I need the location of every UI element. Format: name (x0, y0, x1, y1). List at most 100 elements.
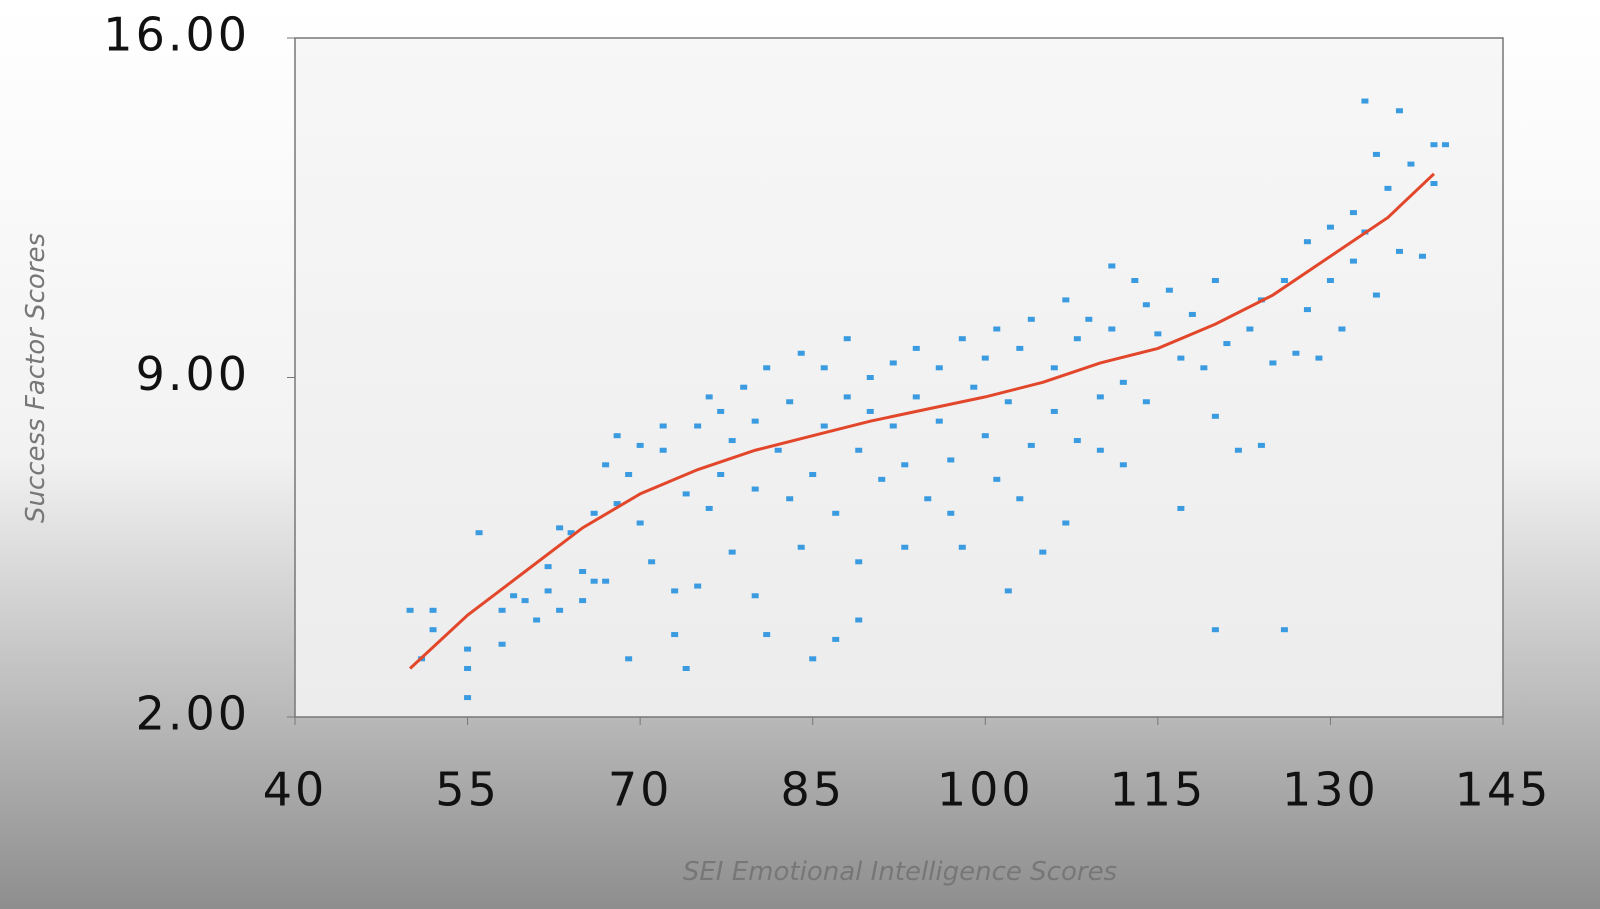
y-tick-label: 16.00 (103, 8, 250, 62)
scatter-point (843, 336, 851, 342)
scatter-point (464, 666, 472, 671)
scatter-point (889, 423, 897, 429)
scatter-point (1349, 210, 1357, 216)
scatter-point (1062, 520, 1070, 526)
scatter-point (1062, 297, 1070, 303)
scatter-point (1280, 278, 1288, 283)
scatter-point (533, 617, 541, 623)
scatter-point (498, 607, 506, 613)
y-tick-label: 9.00 (136, 347, 250, 401)
scatter-point (820, 423, 828, 429)
scatter-point (947, 510, 955, 516)
scatter-point (579, 569, 587, 574)
scatter-point (786, 399, 794, 405)
scatter-point (475, 530, 483, 536)
scatter-point (751, 486, 759, 492)
scatter-point (659, 447, 667, 453)
scatter-point (1096, 394, 1104, 400)
scatter-point (1395, 248, 1403, 254)
scatter-point (1096, 447, 1104, 453)
scatter-point (1073, 336, 1081, 342)
scatter-point (866, 375, 874, 380)
scatter-point (1372, 151, 1380, 157)
scatter-point (1326, 224, 1334, 230)
scatter-point (1027, 316, 1035, 322)
scatter-point (1050, 408, 1058, 414)
scatter-point (1177, 505, 1185, 511)
scatter-point (993, 326, 1001, 332)
scatter-point (671, 632, 679, 638)
scatter-point (866, 408, 874, 414)
scatter-point (1303, 239, 1311, 245)
scatter-point (625, 656, 633, 662)
scatter-point (763, 365, 771, 371)
scatter-point (1142, 399, 1150, 405)
scatter-point (901, 462, 909, 468)
scatter-point (1050, 365, 1058, 371)
scatter-point (774, 447, 782, 453)
scatter-point (1211, 413, 1219, 419)
x-tick-label: 85 (780, 763, 845, 817)
scatter-point (843, 394, 851, 400)
scatter-point (878, 476, 886, 482)
scatter-point (625, 472, 633, 477)
scatter-point (1407, 161, 1415, 167)
scatter-point (935, 418, 943, 424)
scatter-point (820, 365, 828, 371)
scatter-point (1142, 302, 1150, 308)
scatter-point (682, 491, 690, 497)
trend-line (409, 172, 1436, 670)
scatter-point (832, 510, 840, 516)
scatter-point (694, 423, 702, 429)
x-tick-label: 100 (937, 763, 1034, 817)
scatter-point (464, 695, 472, 701)
scatter-point (855, 447, 863, 453)
scatter-point (728, 549, 736, 555)
scatter-point (544, 564, 552, 570)
scatter-point (797, 544, 805, 550)
x-tick-label: 130 (1282, 763, 1379, 817)
scatter-point (613, 501, 621, 507)
scatter-point (947, 457, 955, 463)
scatter-point (1200, 365, 1208, 371)
scatter-point (429, 607, 437, 613)
scatter-point (498, 641, 506, 647)
scatter-point (682, 666, 690, 671)
scatter-point (671, 588, 679, 594)
scatter-point (590, 578, 598, 584)
scatter-point (556, 525, 564, 531)
scatter-point (1085, 316, 1093, 322)
scatter-point (1211, 278, 1219, 283)
x-tick-label: 55 (435, 763, 500, 817)
scatter-point (924, 496, 932, 502)
scatter-point (1004, 399, 1012, 405)
scatter-point (1280, 627, 1288, 633)
scatter-point (636, 520, 644, 526)
scatter-point (1223, 341, 1231, 347)
plot-area (294, 37, 1504, 718)
scatter-point (1384, 185, 1392, 191)
scatter-point (751, 418, 759, 424)
scatter-point (1246, 326, 1254, 332)
scatter-point (1004, 588, 1012, 594)
scatter-point (809, 472, 817, 477)
scatter-point (1292, 350, 1300, 356)
scatter-point (579, 598, 587, 604)
scatter-point (1073, 438, 1081, 444)
scatter-point (429, 627, 437, 633)
scatter-point (510, 593, 518, 599)
scatter-point (970, 384, 978, 390)
scatter-point (1395, 108, 1403, 114)
scatter-point (740, 384, 748, 390)
scatter-point (912, 345, 920, 351)
scatter-point (1119, 462, 1127, 468)
scatter-point (1234, 447, 1242, 453)
scatter-point (809, 656, 817, 662)
scatter-point (1303, 307, 1311, 313)
scatter-point (1108, 326, 1116, 332)
scatter-point (912, 394, 920, 400)
scatter-point (544, 588, 552, 594)
scatter-point (958, 336, 966, 342)
scatter-point (406, 607, 414, 613)
